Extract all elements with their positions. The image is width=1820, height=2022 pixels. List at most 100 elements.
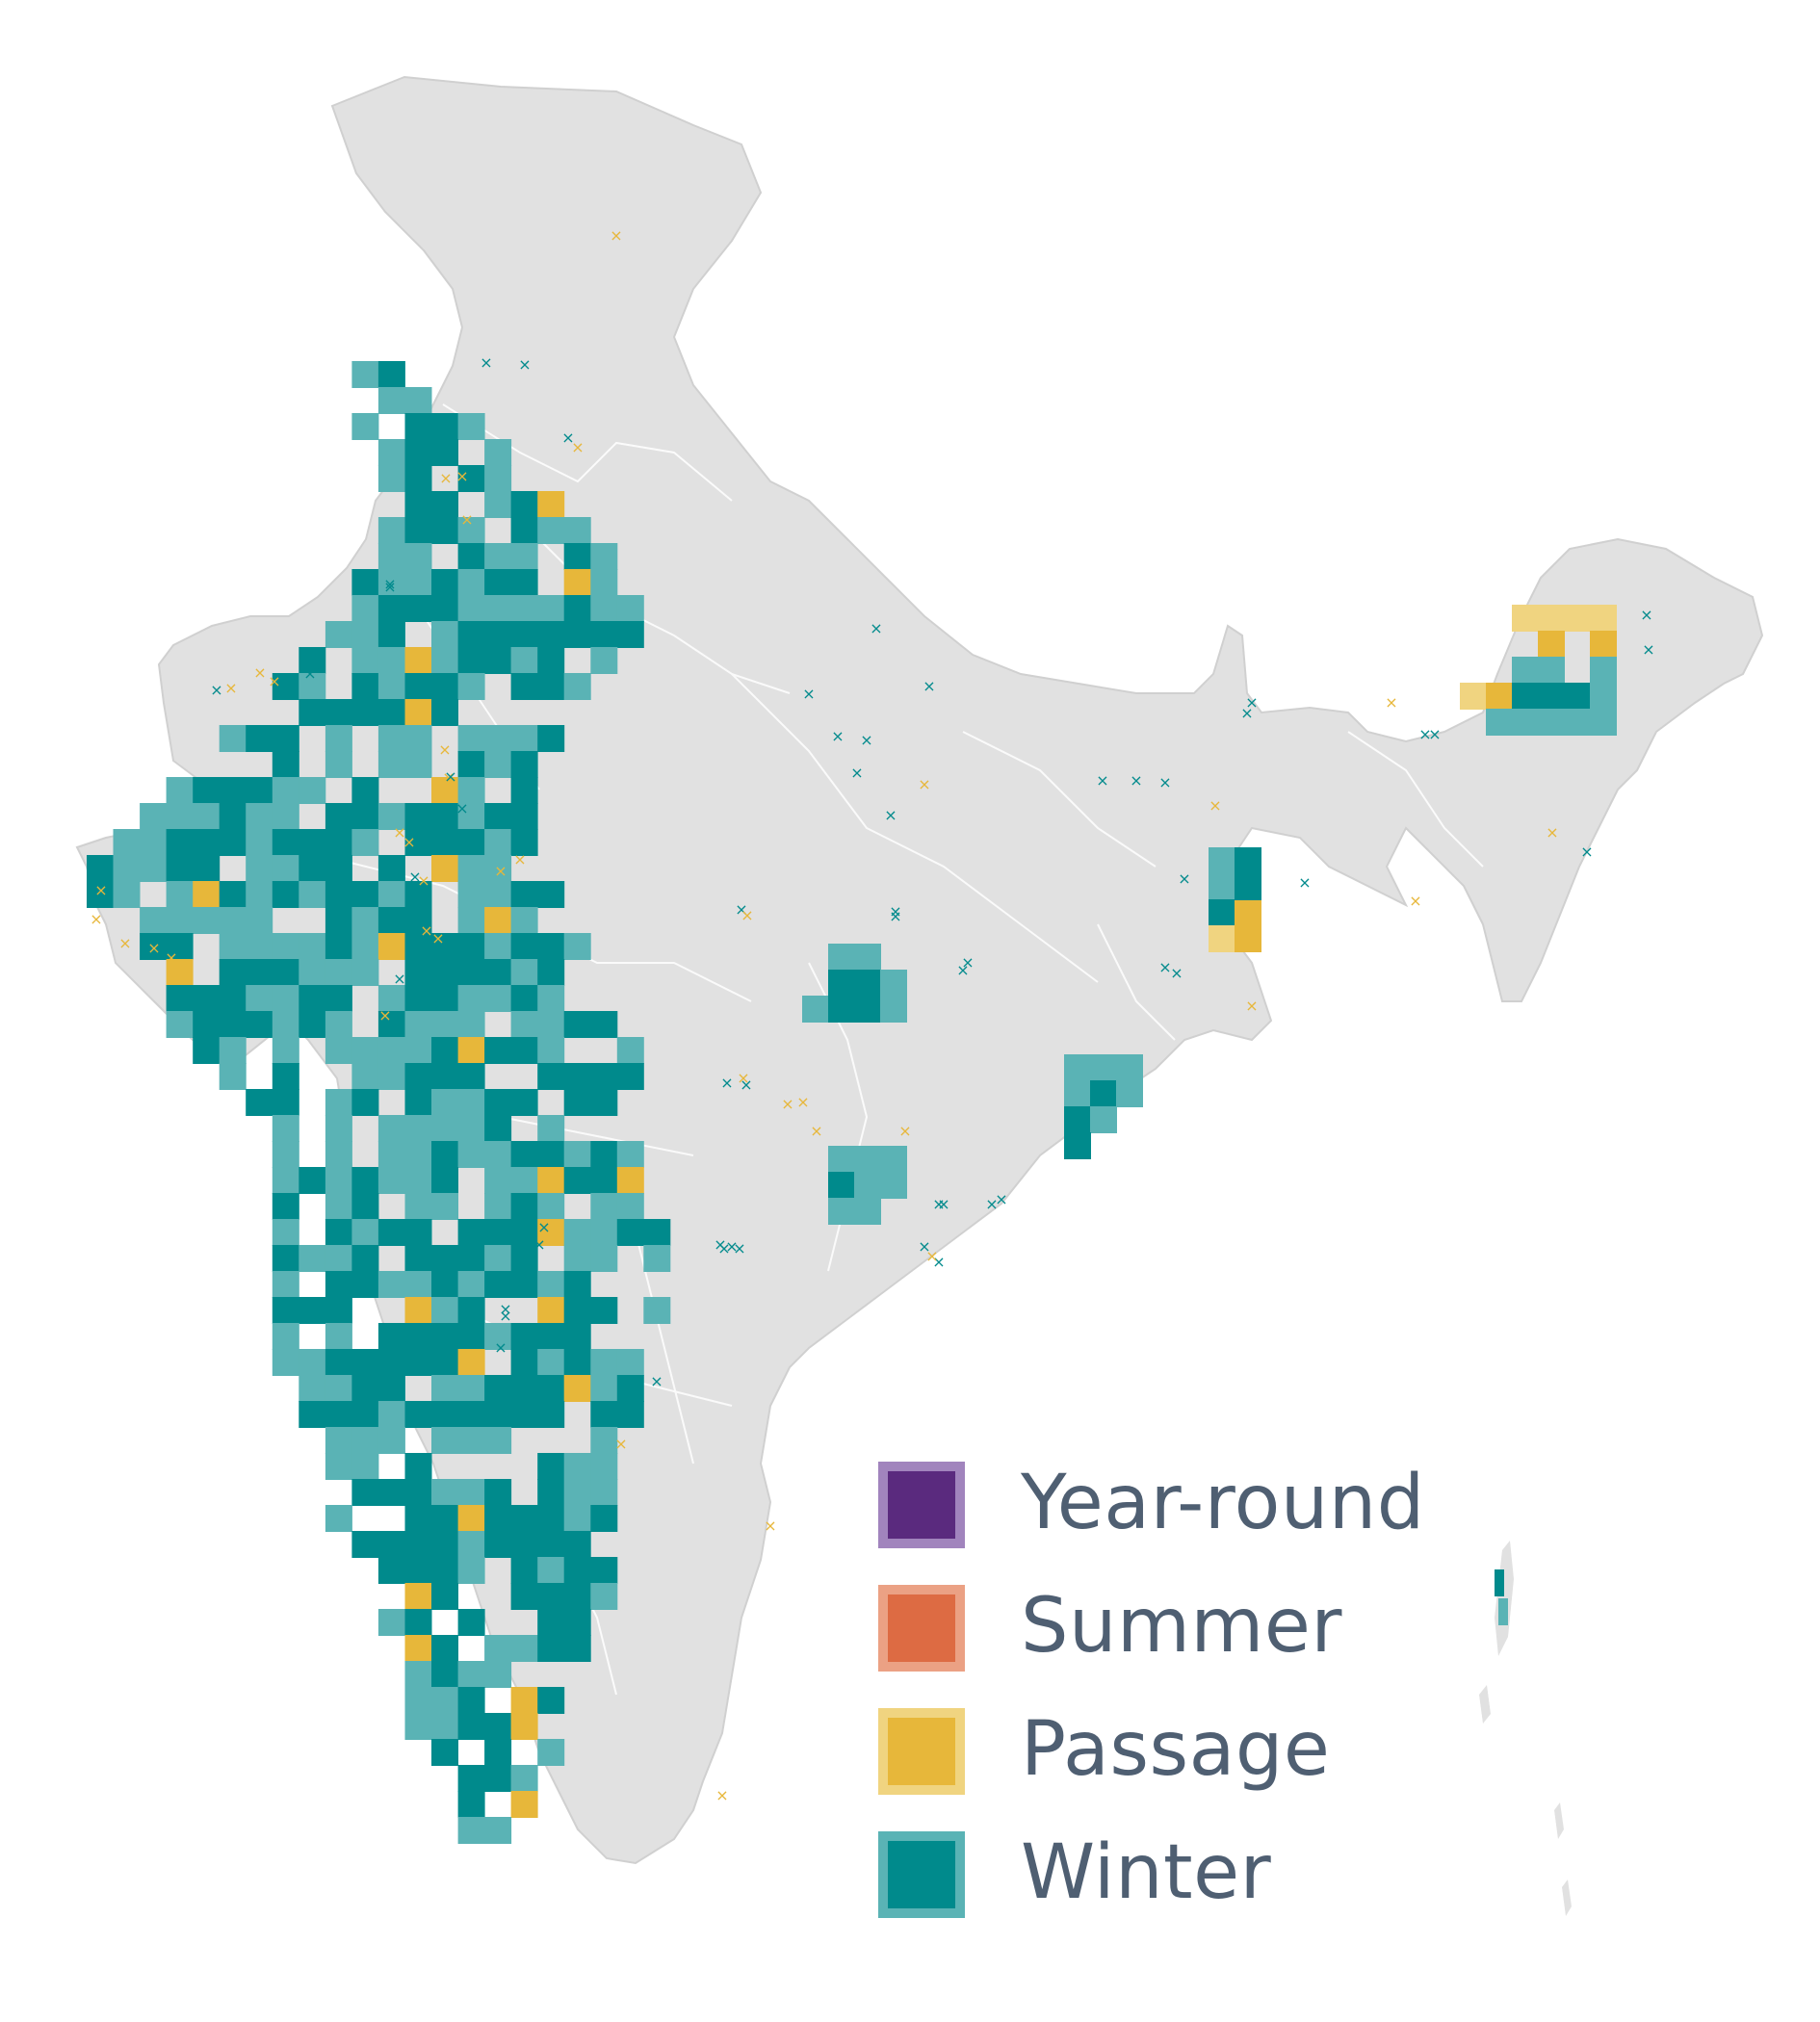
occurrence-marker: × <box>1096 771 1108 790</box>
range-cell <box>484 543 512 570</box>
range-cell <box>484 1141 512 1168</box>
occurrence-marker: × <box>918 1237 930 1256</box>
range-cell <box>1209 847 1235 874</box>
range-cell <box>377 543 405 570</box>
range-cell <box>431 1375 458 1402</box>
range-cell <box>563 517 591 544</box>
range-cell <box>537 985 565 1012</box>
range-cell <box>246 959 273 986</box>
occurrence-marker: × <box>94 881 107 899</box>
range-cell <box>616 1375 644 1402</box>
range-cell <box>563 569 591 596</box>
range-cell <box>828 996 855 1023</box>
range-cell <box>484 1713 512 1740</box>
range-cell <box>377 907 405 934</box>
range-cell <box>377 1427 405 1454</box>
range-cell <box>484 985 512 1012</box>
range-cell <box>404 387 432 414</box>
range-cell <box>431 1635 458 1662</box>
range-cell <box>537 1349 565 1376</box>
range-cell <box>193 829 221 856</box>
range-cell <box>431 1401 458 1428</box>
legend-label-winter: Winter <box>1021 1829 1272 1916</box>
range-cell <box>510 1323 538 1350</box>
range-cell <box>1209 899 1235 926</box>
occurrence-marker: × <box>393 823 405 842</box>
range-cell <box>484 1661 512 1688</box>
occurrence-marker: × <box>956 961 969 979</box>
range-cell <box>377 569 405 596</box>
occurrence-marker: × <box>303 664 316 683</box>
range-cell <box>219 1063 247 1090</box>
range-cell <box>325 1427 352 1454</box>
range-cell <box>325 933 352 960</box>
range-cell <box>457 1219 485 1246</box>
range-cell <box>431 777 458 804</box>
range-cell <box>351 1089 379 1116</box>
range-cell <box>484 751 512 778</box>
range-cell <box>510 1375 538 1402</box>
range-cell <box>246 777 273 804</box>
range-cell <box>1235 847 1261 874</box>
range-cell <box>457 1609 485 1636</box>
range-cell <box>880 996 907 1023</box>
range-cell <box>1116 1054 1143 1081</box>
range-cell <box>431 699 458 726</box>
range-cell <box>510 751 538 778</box>
range-cell <box>431 1349 458 1376</box>
occurrence-marker: × <box>533 1235 545 1254</box>
range-cell <box>590 1297 618 1324</box>
range-cell <box>404 1505 432 1532</box>
range-cell <box>563 595 591 622</box>
range-cell <box>563 1245 591 1272</box>
range-cell <box>537 491 565 518</box>
range-cell <box>325 881 352 908</box>
range-cell <box>431 621 458 648</box>
occurrence-marker: × <box>850 764 863 782</box>
range-cell <box>272 725 299 752</box>
legend-label-passage: Passage <box>1021 1706 1331 1793</box>
range-cell <box>457 517 485 544</box>
occurrence-marker: × <box>889 902 901 920</box>
range-cell <box>351 1271 379 1298</box>
range-cell <box>272 933 299 960</box>
range-cell <box>457 621 485 648</box>
range-cell <box>1512 683 1539 710</box>
range-cell <box>484 1427 512 1454</box>
range-cell <box>272 777 299 804</box>
range-cell <box>510 1713 538 1740</box>
range-cell <box>457 1401 485 1428</box>
range-cell <box>431 1531 458 1558</box>
range-cell <box>351 1245 379 1272</box>
range-cell <box>510 673 538 700</box>
range-cell <box>431 1583 458 1610</box>
range-cell <box>484 933 512 960</box>
range-cell <box>404 1349 432 1376</box>
range-cell <box>219 881 247 908</box>
range-cell <box>431 1115 458 1142</box>
range-cell <box>272 1115 299 1142</box>
range-cell <box>325 1037 352 1064</box>
range-cell <box>272 855 299 882</box>
range-cell <box>404 1063 432 1090</box>
range-cell <box>563 543 591 570</box>
range-cell <box>431 1505 458 1532</box>
range-cell <box>563 1271 591 1298</box>
range-cell <box>325 907 352 934</box>
range-cell <box>590 1141 618 1168</box>
range-cell <box>537 1739 565 1766</box>
range-cell <box>510 1765 538 1792</box>
range-cell <box>537 933 565 960</box>
range-cell <box>404 933 432 960</box>
range-cell <box>1064 1106 1091 1133</box>
range-cell <box>404 959 432 986</box>
range-cell <box>616 1037 644 1064</box>
occurrence-marker: × <box>412 896 425 915</box>
range-cell <box>590 621 618 648</box>
range-cell <box>828 1146 855 1173</box>
range-cell <box>484 465 512 492</box>
legend-item-passage: Passage <box>878 1698 1495 1822</box>
range-cell <box>377 933 405 960</box>
range-cell <box>325 1297 352 1324</box>
range-cell <box>404 803 432 830</box>
